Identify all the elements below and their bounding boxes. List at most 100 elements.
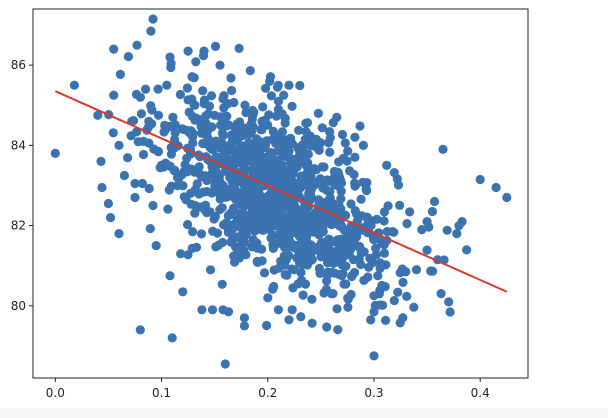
- scatter-point: [138, 149, 149, 160]
- scatter-point: [249, 169, 259, 179]
- scatter-point: [344, 250, 354, 260]
- scatter-point: [346, 199, 356, 209]
- scatter-point: [239, 313, 249, 323]
- y-axis: 80 82 84 86: [11, 58, 33, 313]
- scatter-point: [298, 213, 308, 223]
- scatter-point: [265, 76, 275, 86]
- scatter-point: [249, 107, 259, 117]
- scatter-point: [109, 90, 119, 100]
- scatter-point: [364, 262, 374, 272]
- x-axis: 0.0 0.1 0.2 0.3 0.4: [46, 378, 490, 400]
- scatter-point: [373, 271, 383, 281]
- scatter-point: [229, 203, 239, 213]
- scatter-point: [269, 281, 279, 292]
- scatter-point: [183, 95, 193, 105]
- scatter-point: [328, 199, 338, 209]
- scatter-point: [335, 172, 345, 182]
- scatter-point: [217, 237, 228, 248]
- scatter-point: [181, 195, 191, 205]
- scatter-point: [138, 136, 149, 146]
- x-tick-label: 0.2: [258, 386, 277, 400]
- scatter-point: [190, 208, 200, 218]
- scatter-point: [297, 146, 307, 156]
- scatter-point: [438, 144, 448, 154]
- scatter-point: [417, 225, 427, 235]
- scatter-point: [198, 86, 208, 96]
- scatter-point: [229, 251, 239, 261]
- scatter-point: [211, 242, 221, 252]
- scatter-point: [350, 152, 360, 162]
- scatter-point: [355, 121, 365, 131]
- scatter-point: [198, 187, 208, 197]
- scatter-point: [266, 233, 276, 243]
- scatter-point: [298, 290, 308, 300]
- scatter-point: [96, 156, 106, 166]
- scatter-point: [319, 288, 329, 298]
- scatter-point: [190, 167, 200, 177]
- scatter-point: [207, 122, 217, 132]
- scatter-points: [50, 14, 512, 369]
- scatter-point: [180, 160, 190, 170]
- scatter-point: [325, 127, 335, 137]
- scatter-point: [429, 196, 440, 207]
- scatter-point: [475, 174, 485, 185]
- scatter-point: [221, 153, 231, 163]
- scatter-point: [279, 90, 289, 100]
- scatter-point: [215, 60, 225, 70]
- bottom-strip: [0, 408, 608, 418]
- scatter-point: [153, 84, 163, 94]
- scatter-point: [427, 206, 437, 217]
- scatter-point: [300, 279, 311, 289]
- scatter-point: [287, 101, 297, 111]
- scatter-point: [218, 131, 228, 141]
- scatter-point: [172, 172, 183, 183]
- scatter-point: [371, 243, 381, 253]
- scatter-point: [374, 289, 384, 299]
- scatter-point: [273, 238, 283, 248]
- scatter-point: [189, 73, 199, 83]
- scatter-point: [365, 215, 375, 226]
- scatter-point: [266, 153, 276, 164]
- scatter-point: [335, 247, 345, 257]
- scatter-point: [411, 265, 422, 275]
- scatter-point: [350, 180, 360, 191]
- scatter-point: [280, 118, 290, 128]
- scatter-point: [273, 305, 283, 315]
- scatter-point: [211, 152, 221, 162]
- scatter-point: [163, 204, 173, 214]
- scatter-point: [114, 229, 124, 239]
- scatter-point: [345, 166, 355, 176]
- scatter-point: [165, 52, 175, 62]
- scatter-point: [305, 219, 315, 229]
- scatter-point: [502, 192, 512, 203]
- scatter-point: [382, 160, 392, 170]
- scatter-point: [294, 125, 304, 135]
- scatter-point: [340, 138, 350, 148]
- scatter-point: [132, 40, 142, 50]
- scatter-point: [292, 243, 302, 253]
- scatter-point: [393, 180, 404, 190]
- scatter-point: [148, 200, 158, 211]
- scatter-point: [287, 305, 297, 315]
- scatter-point: [323, 138, 334, 148]
- scatter-point: [316, 240, 326, 250]
- scatter-point: [398, 313, 408, 323]
- scatter-point: [160, 120, 170, 130]
- scatter-point: [402, 219, 412, 229]
- scatter-point: [311, 134, 321, 144]
- scatter-point: [183, 250, 193, 260]
- scatter-point: [277, 160, 287, 170]
- scatter-point: [263, 293, 273, 303]
- scatter-point: [271, 216, 281, 226]
- scatter-point: [170, 120, 180, 130]
- scatter-point: [296, 267, 306, 278]
- scatter-point: [284, 183, 294, 193]
- scatter-point: [208, 226, 218, 236]
- scatter-point: [223, 227, 233, 237]
- scatter-point: [350, 232, 360, 242]
- scatter-point: [233, 126, 243, 137]
- scatter-point: [292, 186, 303, 196]
- scatter-point: [401, 267, 411, 277]
- scatter-point: [444, 297, 454, 307]
- scatter-point: [109, 44, 119, 54]
